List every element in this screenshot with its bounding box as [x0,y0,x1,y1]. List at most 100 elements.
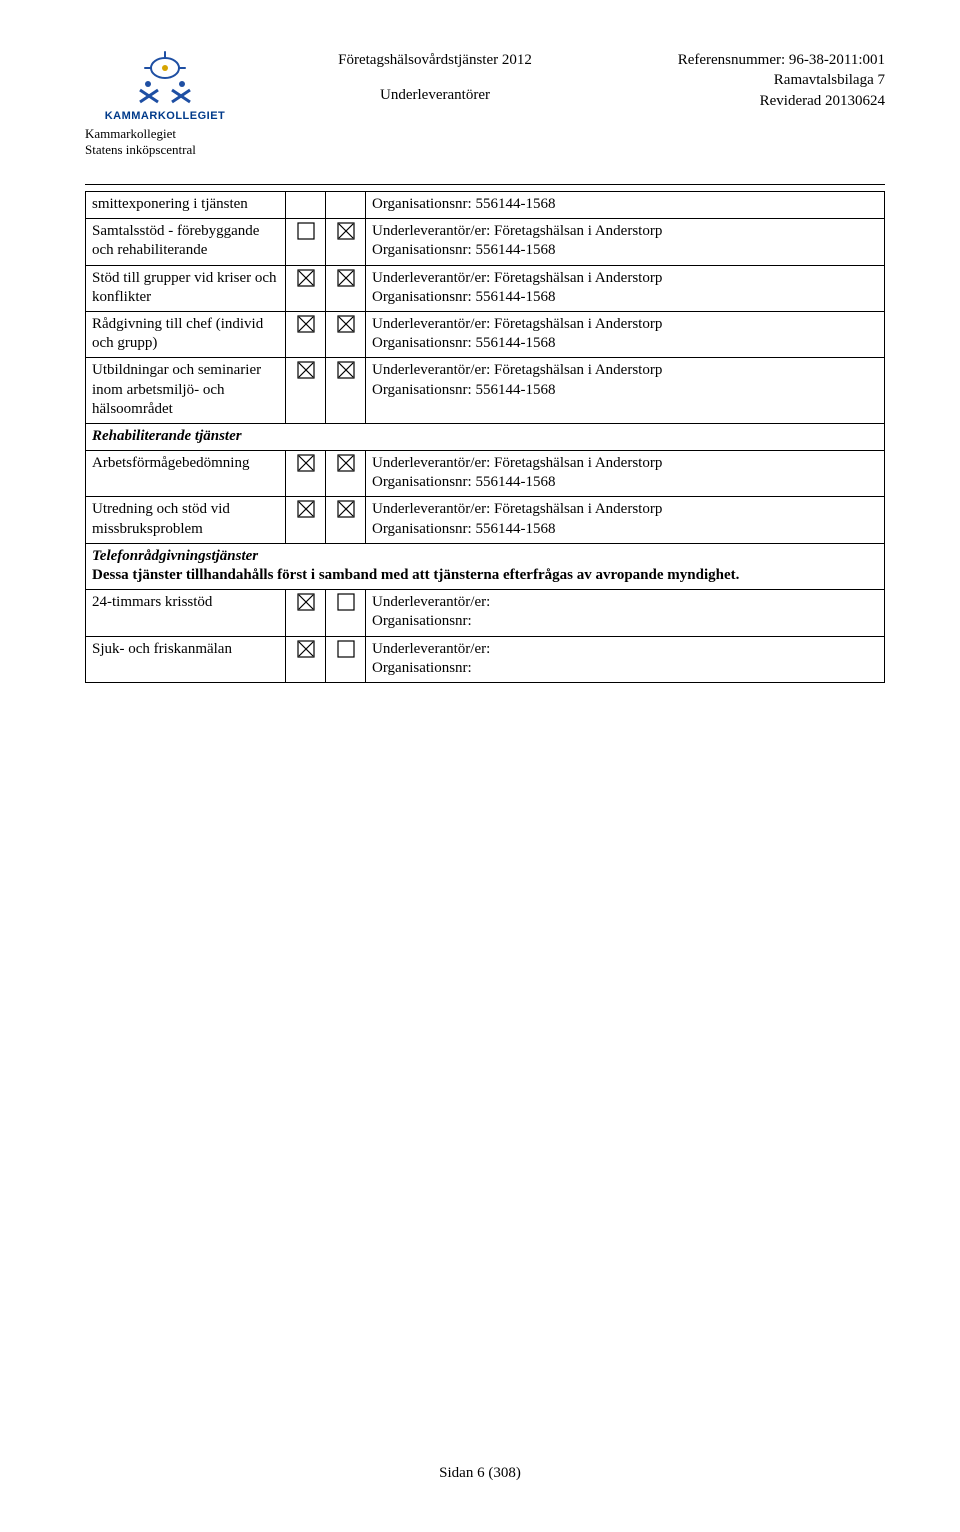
checkbox-cross [297,361,315,385]
header-right-line3: Reviderad 20130624 [605,91,885,111]
section-heading-with-note: Telefonrådgivningstjänster Dessa tjänste… [86,543,885,589]
ul-line: Underleverantör/er: Företagshälsan i And… [372,361,878,380]
checkbox-cross [297,269,315,293]
services-table: smittexponering i tjänsten Organisations… [85,191,885,683]
provider-cell: Underleverantör/er: Företagshälsan i And… [366,311,885,357]
check-col-2 [326,219,366,265]
check-col-1 [286,497,326,543]
section-row-telefon: Telefonrådgivningstjänster Dessa tjänste… [86,543,885,589]
check-col-1 [286,265,326,311]
checkbox-cross [297,315,315,339]
header-right-line2: Ramavtalsbilaga 7 [605,70,885,90]
checkbox-cross [297,640,315,664]
header-center-line1: Företagshälsovårdstjänster 2012 [265,52,605,69]
check-col-2 [326,636,366,682]
org-blank: Organisationsnr: [372,612,878,631]
page-footer: Sidan 6 (308) [0,1465,960,1482]
checkbox-empty [337,640,355,664]
provider-cell: Underleverantör/er: Företagshälsan i And… [366,265,885,311]
check-col-1 [286,451,326,497]
service-label: smittexponering i tjänsten [86,192,286,219]
check-col-2 [326,451,366,497]
logo-block: KAMMARKOLLEGIET Kammarkollegiet Statens … [85,50,245,158]
telefon-heading: Telefonrådgivningstjänster [92,548,258,564]
ul-line: Underleverantör/er: Företagshälsan i And… [372,315,878,334]
table-row: Rådgivning till chef (individ och grupp)… [86,311,885,357]
checkbox-cross [297,454,315,478]
service-label: Samtalsstöd - förebyggande och rehabilit… [86,219,286,265]
check-col-2 [326,192,366,219]
service-label: Utredning och stöd vid missbruksproblem [86,497,286,543]
checkbox-cross [297,593,315,617]
table-row: Stöd till grupper vid kriser och konflik… [86,265,885,311]
table-row: Samtalsstöd - förebyggande och rehabilit… [86,219,885,265]
telefon-note: Dessa tjänster tillhandahålls först i sa… [92,567,739,583]
checkbox-cross [337,269,355,293]
org-line: Organisationsnr: 556144-1568 [372,381,878,400]
check-col-1 [286,311,326,357]
provider-cell: Underleverantör/er: Företagshälsan i And… [366,497,885,543]
provider-cell: Underleverantör/er: Företagshälsan i And… [366,219,885,265]
header-center: Företagshälsovårdstjänster 2012 Underlev… [265,50,605,104]
table-row: Arbetsförmågebedömning Underleverantör/e… [86,451,885,497]
check-col-2 [326,590,366,636]
provider-cell: Underleverantör/er: Företagshälsan i And… [366,451,885,497]
logo-sub: Kammarkollegiet Statens inköpscentral [85,126,245,158]
check-col-1 [286,590,326,636]
org-line: Organisationsnr: 556144-1568 [372,195,878,214]
check-col-1 [286,219,326,265]
check-col-2 [326,358,366,424]
ul-blank: Underleverantör/er: [372,593,878,612]
header-right: Referensnummer: 96-38-2011:001 Ramavtals… [605,50,885,111]
provider-cell: Underleverantör/er: Företagshälsan i And… [366,358,885,424]
page-header: KAMMARKOLLEGIET Kammarkollegiet Statens … [85,50,885,158]
check-col-2 [326,265,366,311]
table-row: smittexponering i tjänsten Organisations… [86,192,885,219]
table-row: 24-timmars krisstöd Underleverantör/er: … [86,590,885,636]
checkbox-cross [337,222,355,246]
service-label: Arbetsförmågebedömning [86,451,286,497]
check-col-1 [286,358,326,424]
kammarkollegiet-logo [130,50,200,108]
org-line: Organisationsnr: 556144-1568 [372,241,878,260]
org-line: Organisationsnr: 556144-1568 [372,520,878,539]
ul-line: Underleverantör/er: Företagshälsan i And… [372,454,878,473]
service-label: Utbildningar och seminarier inom arbetsm… [86,358,286,424]
table-row: Utbildningar och seminarier inom arbetsm… [86,358,885,424]
provider-cell: Organisationsnr: 556144-1568 [366,192,885,219]
checkbox-cross [337,315,355,339]
table-row: Utredning och stöd vid missbruksproblem … [86,497,885,543]
check-col-1 [286,192,326,219]
check-col-2 [326,497,366,543]
service-label: Sjuk- och friskanmälan [86,636,286,682]
checkbox-cross [337,454,355,478]
org-line: Organisationsnr: 556144-1568 [372,473,878,492]
provider-cell: Underleverantör/er: Organisationsnr: [366,590,885,636]
ul-line: Underleverantör/er: Företagshälsan i And… [372,500,878,519]
org-blank: Organisationsnr: [372,659,878,678]
ul-blank: Underleverantör/er: [372,640,878,659]
header-right-line1: Referensnummer: 96-38-2011:001 [605,50,885,70]
checkbox-empty [297,222,315,246]
logo-sub-1: Kammarkollegiet [85,126,245,142]
section-heading: Rehabiliterande tjänster [86,423,885,450]
service-label: 24-timmars krisstöd [86,590,286,636]
ul-line: Underleverantör/er: Företagshälsan i And… [372,222,878,241]
logo-sub-2: Statens inköpscentral [85,142,245,158]
header-divider [85,184,885,185]
checkbox-cross [297,500,315,524]
check-col-1 [286,636,326,682]
org-line: Organisationsnr: 556144-1568 [372,288,878,307]
service-label: Rådgivning till chef (individ och grupp) [86,311,286,357]
checkbox-empty [337,593,355,617]
provider-cell: Underleverantör/er: Organisationsnr: [366,636,885,682]
service-label: Stöd till grupper vid kriser och konflik… [86,265,286,311]
check-col-2 [326,311,366,357]
checkbox-cross [337,500,355,524]
logo-name: KAMMARKOLLEGIET [105,110,226,122]
header-center-line2: Underleverantörer [265,87,605,104]
checkbox-cross [337,361,355,385]
section-row-rehab: Rehabiliterande tjänster [86,423,885,450]
table-row: Sjuk- och friskanmälan Underleverantör/e… [86,636,885,682]
ul-line: Underleverantör/er: Företagshälsan i And… [372,269,878,288]
